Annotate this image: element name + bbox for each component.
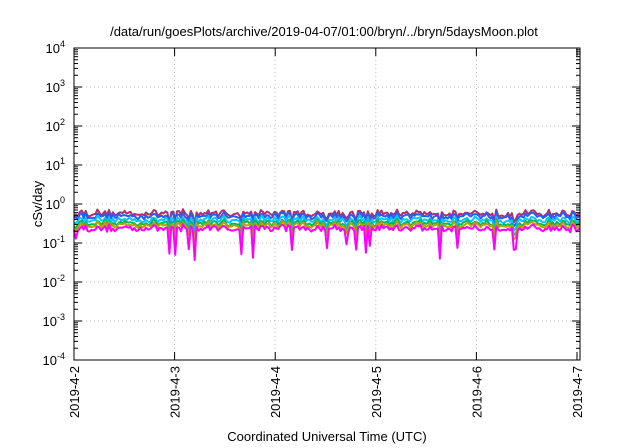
x-tick-label: 2019-4-6: [469, 366, 484, 418]
y-tick-label: 102: [46, 117, 65, 134]
y-tick-label: 101: [46, 156, 65, 173]
y-tick-base: 10: [43, 353, 57, 368]
y-tick-base: 10: [46, 41, 60, 56]
chart-title: /data/run/goesPlots/archive/2019-04-07/0…: [110, 24, 538, 39]
series-line: [73, 223, 581, 262]
grid: [74, 48, 580, 360]
y-tick-base: 10: [46, 197, 60, 212]
y-tick-exponent: 2: [60, 117, 65, 127]
y-tick-base: 10: [46, 80, 60, 95]
y-tick-exponent: -2: [57, 273, 65, 283]
y-tick-label: 10-2: [43, 273, 65, 290]
x-tick-label: 2019-4-5: [369, 366, 384, 418]
y-tick-exponent: 4: [60, 39, 65, 49]
x-tick-label: 2019-4-7: [570, 366, 585, 418]
series-group: [73, 208, 581, 262]
x-tick-label: 2019-4-4: [268, 366, 283, 418]
y-tick-label: 104: [46, 39, 65, 56]
y-tick-label: 10-3: [43, 312, 65, 329]
y-tick-exponent: 0: [60, 195, 65, 205]
x-axis-label: Coordinated Universal Time (UTC): [227, 429, 426, 444]
y-tick-exponent: 1: [60, 156, 65, 166]
y-tick-label: 103: [46, 78, 65, 95]
y-axis-label: cSv/day: [30, 180, 45, 227]
y-tick-base: 10: [43, 275, 57, 290]
y-tick-base: 10: [46, 119, 60, 134]
y-tick-base: 10: [46, 158, 60, 173]
y-tick-exponent: -3: [57, 312, 65, 322]
x-axis: 2019-4-2 2019-4-3 2019-4-4 2019-4-5 2019-4-6…: [67, 48, 585, 418]
y-tick-base: 10: [43, 314, 57, 329]
y-tick-base: 10: [43, 236, 57, 251]
y-tick-exponent: -1: [57, 234, 65, 244]
x-tick-label: 2019-4-3: [168, 366, 183, 418]
x-tick-label: 2019-4-2: [67, 366, 82, 418]
y-tick-label: 10-4: [43, 351, 65, 368]
y-tick-exponent: 3: [60, 78, 65, 88]
y-tick-label: 10-1: [43, 234, 65, 251]
y-tick-label: 100: [46, 195, 65, 212]
y-tick-exponent: -4: [57, 351, 65, 361]
